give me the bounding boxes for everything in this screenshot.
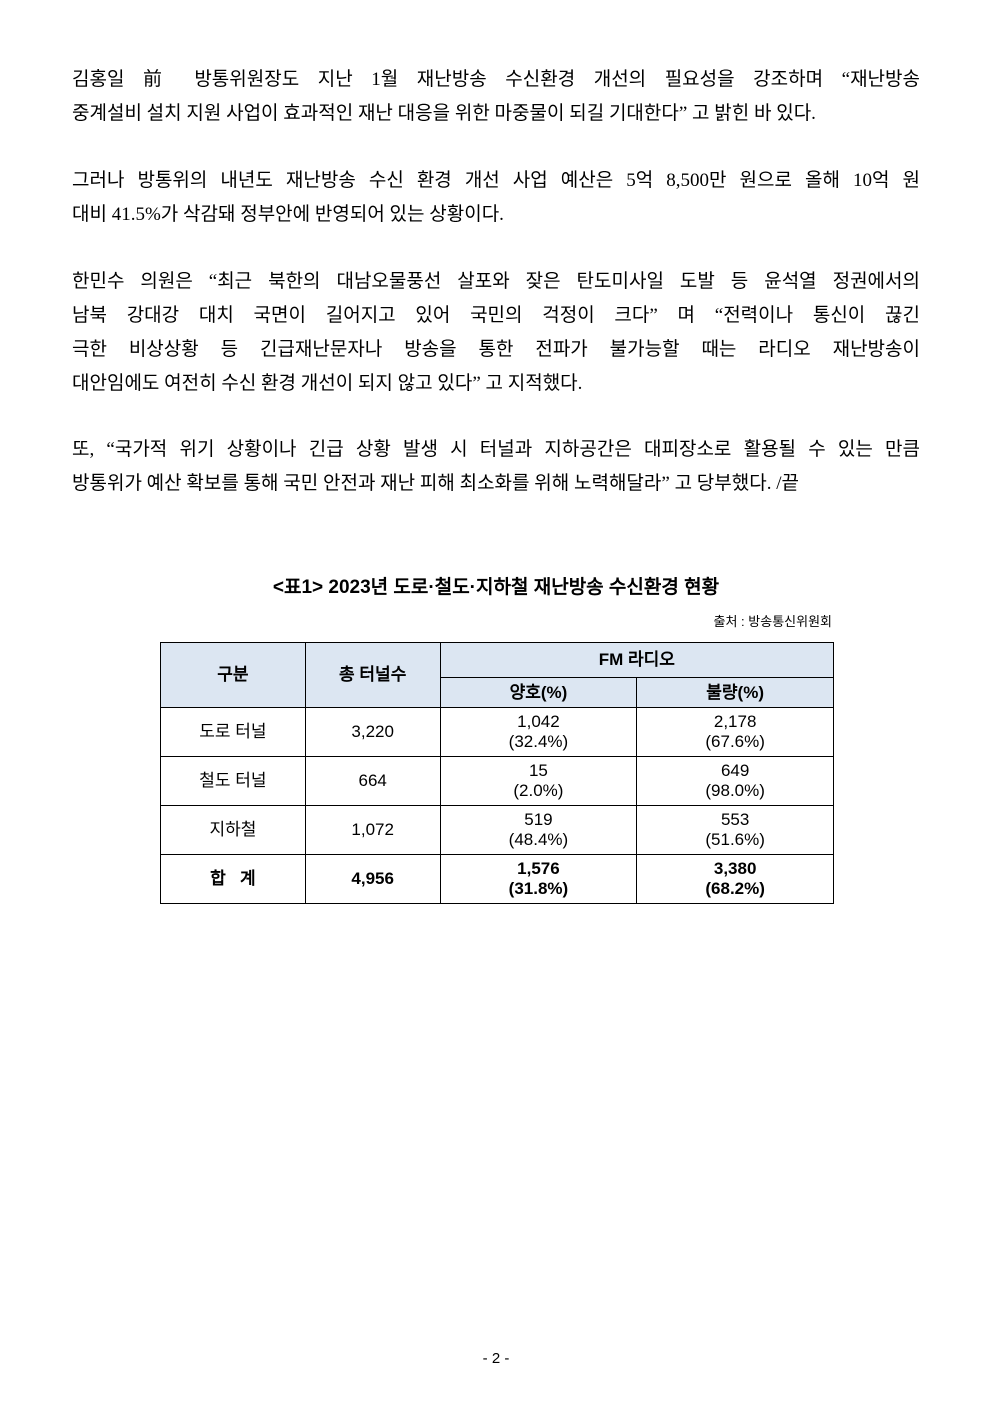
paragraph-1: 김홍일 前 방통위원장도 지난 1월 재난방송 수신환경 개선의 필요성을 강조… — [72, 63, 920, 131]
paragraph-line: 방통위가 예산 확보를 통해 국민 안전과 재난 피해 최소화를 위해 노력해달… — [72, 473, 799, 494]
paragraph-line: 남북 강대강 대치 국면이 길어지고 있어 국민의 걱정이 크다” 며 “전력이… — [72, 305, 920, 326]
cell-total: 1,072 — [304, 805, 441, 855]
header-fm: FM 라디오 — [439, 642, 835, 678]
header-category: 구분 — [160, 642, 306, 708]
cell-bad-value: (67.6%) — [705, 732, 765, 751]
table-caption: <표1> 2023년 도로·철도·지하철 재난방송 수신환경 현황 — [272, 577, 720, 598]
cell-good: 1,042 (32.4%) — [439, 707, 638, 757]
cell-good-value: 1,042 — [517, 712, 560, 731]
cell-good-value: 1,576 — [517, 859, 560, 878]
table-row: 도로 터널 3,220 1,042 (32.4%) 2,178 (67.6%) — [160, 707, 834, 757]
cell-total-value: 4,956 — [351, 869, 394, 888]
cell-bad: 2,178 (67.6%) — [636, 707, 834, 757]
cell-bad-value: 3,380 — [713, 859, 757, 878]
header-total: 총 터널수 — [304, 642, 441, 708]
cell-category-value: 합 계 — [210, 869, 256, 888]
header-good: 양호(%) — [439, 677, 638, 708]
cell-category: 도로 터널 — [160, 707, 306, 757]
cell-good-value: 15 — [528, 761, 548, 780]
cell-category-value: 철도 터널 — [199, 771, 267, 790]
paragraph-line: 한민수 의원은 “최근 북한의 대남오물풍선 살포와 잦은 탄도미사일 도발 등… — [72, 271, 920, 292]
cell-bad-value: 2,178 — [713, 712, 757, 731]
reception-table: 구분 총 터널수 FM 라디오 양호(%) 불량(%) 도로 터널 3,220 1,… — [160, 642, 835, 904]
paragraph-line: 대안임에도 여전히 수신 환경 개선이 되지 않고 있다” 고 지적했다. — [72, 373, 583, 394]
table-row: 지하철 1,072 519 (48.4%) 553 (51.6%) — [160, 805, 834, 855]
cell-good: 1,576 (31.8%) — [439, 854, 638, 904]
cell-total: 4,956 — [304, 854, 441, 904]
cell-good: 519 (48.4%) — [439, 805, 638, 855]
paragraph-line: 중계설비 설치 지원 사업이 효과적인 재난 대응을 위한 마중물이 되길 기대… — [72, 103, 816, 124]
table-row: 철도 터널 664 15 (2.0%) 649 (98.0%) — [160, 756, 834, 806]
cell-good: 15 (2.0%) — [439, 756, 638, 806]
paragraph-3: 한민수 의원은 “최근 북한의 대남오물풍선 살포와 잦은 탄도미사일 도발 등… — [72, 265, 920, 401]
cell-bad: 553 (51.6%) — [636, 805, 834, 855]
cell-bad-value: 649 — [720, 761, 750, 780]
cell-category: 합 계 — [160, 854, 306, 904]
cell-bad-value: (51.6%) — [705, 830, 765, 849]
cell-total: 3,220 — [304, 707, 441, 757]
paragraph-line: 김홍일 前 방통위원장도 지난 1월 재난방송 수신환경 개선의 필요성을 강조… — [72, 69, 920, 90]
cell-bad-value: (68.2%) — [705, 879, 765, 898]
cell-good-value: (32.4%) — [508, 732, 569, 751]
paragraph-line: 대비 41.5%가 삭감돼 정부안에 반영되어 있는 상황이다. — [72, 204, 504, 225]
cell-total: 664 — [304, 756, 441, 806]
cell-good-value: (2.0%) — [513, 781, 564, 800]
cell-total-value: 664 — [358, 771, 387, 790]
paragraph-line: 극한 비상상황 등 긴급재난문자나 방송을 통한 전파가 불가능할 때는 라디오… — [72, 339, 920, 360]
page-number: - 2 - — [482, 1350, 510, 1367]
cell-good-value: 519 — [524, 810, 553, 829]
table-row: 합 계 4,956 1,576 (31.8%) 3,380 (68.2%) — [160, 854, 834, 904]
paragraph-4: 또, “국가적 위기 상황이나 긴급 상황 발생 시 터널과 지하공간은 대피장… — [72, 433, 920, 501]
cell-bad-value: (98.0%) — [705, 781, 765, 800]
header-bad: 불량(%) — [636, 677, 834, 708]
paragraph-line: 또, “국가적 위기 상황이나 긴급 상황 발생 시 터널과 지하공간은 대피장… — [72, 439, 920, 460]
paragraph-2: 그러나 방통위의 내년도 재난방송 수신 환경 개선 사업 예산은 5억 8,5… — [72, 164, 920, 232]
cell-category-value: 도로 터널 — [199, 722, 267, 741]
cell-bad-value: 553 — [720, 810, 750, 829]
cell-good-value: (31.8%) — [508, 879, 569, 898]
cell-category: 지하철 — [160, 805, 306, 855]
cell-total-value: 1,072 — [351, 820, 394, 839]
paragraph-line: 그러나 방통위의 내년도 재난방송 수신 환경 개선 사업 예산은 5억 8,5… — [72, 170, 920, 191]
cell-good-value: (48.4%) — [508, 830, 569, 849]
cell-total-value: 3,220 — [351, 722, 394, 741]
table-source: 출처 : 방송통신위원회 — [713, 614, 832, 629]
cell-category: 철도 터널 — [160, 756, 306, 806]
cell-bad: 3,380 (68.2%) — [636, 854, 834, 904]
cell-category-value: 지하철 — [209, 820, 257, 839]
cell-bad: 649 (98.0%) — [636, 756, 834, 806]
